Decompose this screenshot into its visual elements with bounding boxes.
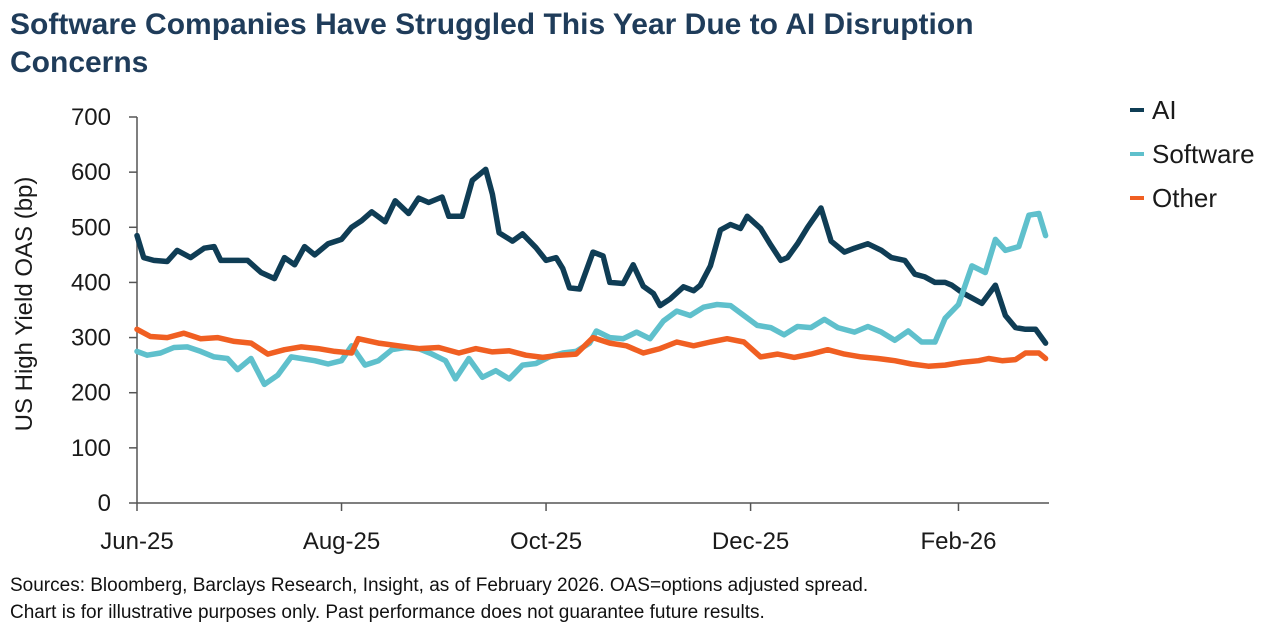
x-tick-label: Jun-25 bbox=[100, 528, 173, 555]
y-tick-label: 300 bbox=[71, 325, 111, 352]
y-tick-label: 700 bbox=[71, 104, 111, 131]
line-chart: 0 100 200 300 400 500 600 700 Jun-25 Aug-25 Oct-25… bbox=[11, 95, 1255, 555]
y-tick-label: 200 bbox=[71, 380, 111, 407]
series-line-software bbox=[134, 210, 1049, 388]
y-axis-label: US High Yield OAS (bp) bbox=[11, 177, 38, 432]
y-tick-label: 500 bbox=[71, 214, 111, 241]
disclaimer-line: Chart is for illustrative purposes only.… bbox=[10, 602, 765, 623]
y-tick-label: 400 bbox=[71, 269, 111, 296]
x-tick-label: Feb-26 bbox=[920, 528, 996, 555]
source-note: Sources: Bloomberg, Barclays Research, I… bbox=[10, 572, 1270, 626]
x-tick-label: Dec-25 bbox=[712, 528, 789, 555]
legend-label-other: Other bbox=[1152, 183, 1217, 213]
y-tick-label: 0 bbox=[98, 490, 111, 517]
source-line: Sources: Bloomberg, Barclays Research, I… bbox=[10, 575, 869, 596]
chart-title: Software Companies Have Struggled This Y… bbox=[10, 8, 974, 79]
x-tick-label: Aug-25 bbox=[303, 528, 380, 555]
y-tick-label: 100 bbox=[71, 435, 111, 462]
x-tick-label: Oct-25 bbox=[510, 528, 582, 555]
y-tick-label: 600 bbox=[71, 159, 111, 186]
series-line-other bbox=[134, 326, 1049, 369]
legend-label-software: Software bbox=[1152, 139, 1255, 169]
series-line-ai bbox=[134, 166, 1049, 346]
legend-label-ai: AI bbox=[1152, 95, 1177, 125]
